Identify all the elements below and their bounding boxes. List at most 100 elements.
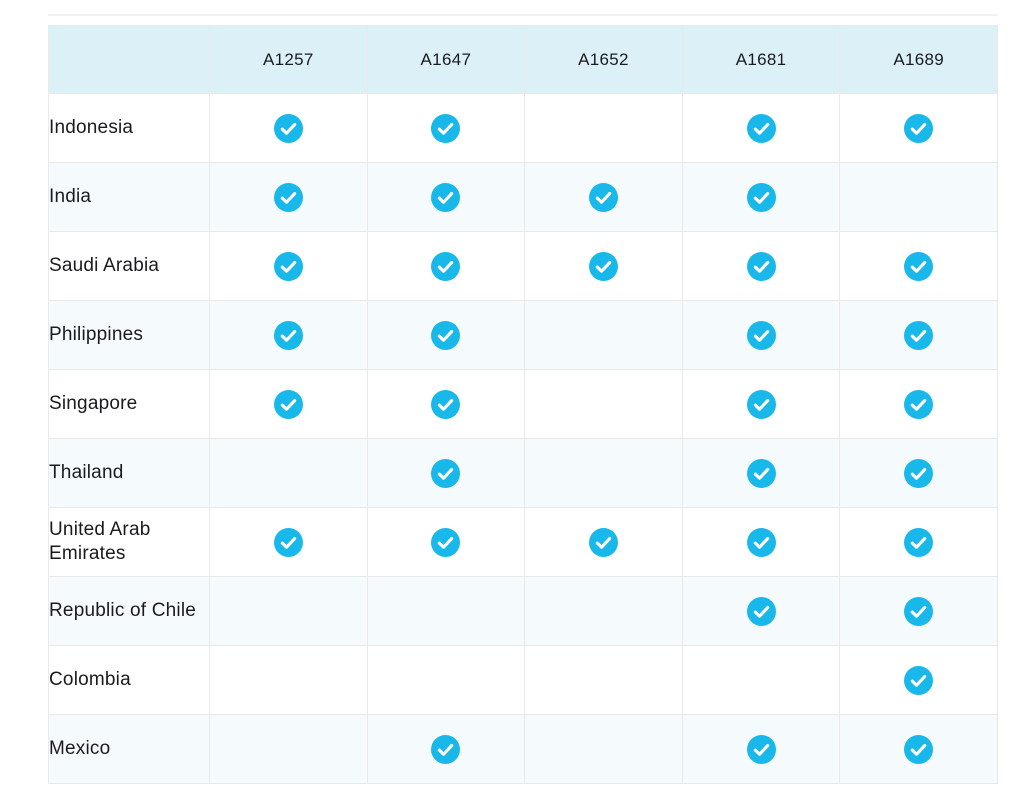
check-cell: [366, 714, 526, 784]
country-cell: Thailand: [48, 438, 210, 508]
check-badge-icon: [273, 320, 303, 350]
table-row: Republic of Chile: [48, 576, 998, 646]
check-cell: [524, 162, 683, 232]
country-cell: Saudi Arabia: [48, 231, 210, 301]
check-cell: [839, 645, 998, 715]
check-badge-icon: [904, 527, 934, 557]
check-cell: [366, 162, 526, 232]
check-badge-icon: [746, 182, 776, 212]
check-badge-icon: [431, 458, 461, 488]
empty-cell: [839, 162, 998, 232]
empty-cell: [524, 93, 683, 163]
check-badge-icon: [431, 734, 461, 764]
check-cell: [209, 369, 368, 439]
empty-cell: [209, 576, 368, 646]
empty-cell: [209, 714, 368, 784]
check-cell: [839, 93, 998, 163]
column-header-a1681: A1681: [681, 25, 841, 94]
check-badge-icon: [904, 389, 934, 419]
check-badge-icon: [588, 182, 618, 212]
check-cell: [209, 162, 368, 232]
check-badge-icon: [746, 320, 776, 350]
check-badge-icon: [273, 113, 303, 143]
check-cell: [209, 231, 368, 301]
country-cell: United Arab Emirates: [48, 507, 210, 577]
column-header-a1689: A1689: [839, 25, 998, 94]
country-cell: Mexico: [48, 714, 210, 784]
check-cell: [366, 369, 526, 439]
empty-cell: [681, 645, 841, 715]
country-cell: Singapore: [48, 369, 210, 439]
check-badge-icon: [904, 320, 934, 350]
check-badge-icon: [904, 734, 934, 764]
table-row: Indonesia: [48, 93, 998, 163]
check-badge-icon: [431, 320, 461, 350]
check-cell: [681, 507, 841, 577]
empty-cell: [524, 438, 683, 508]
check-badge-icon: [746, 113, 776, 143]
check-badge-icon: [431, 182, 461, 212]
check-cell: [839, 507, 998, 577]
check-badge-icon: [904, 665, 934, 695]
check-cell: [209, 93, 368, 163]
check-badge-icon: [904, 458, 934, 488]
table-row: Colombia: [48, 645, 998, 715]
check-cell: [209, 507, 368, 577]
check-badge-icon: [746, 458, 776, 488]
empty-cell: [366, 576, 526, 646]
check-badge-icon: [273, 389, 303, 419]
check-badge-icon: [273, 182, 303, 212]
check-cell: [681, 93, 841, 163]
check-cell: [366, 438, 526, 508]
check-badge-icon: [904, 113, 934, 143]
check-badge-icon: [746, 251, 776, 281]
column-header-a1647: A1647: [366, 25, 526, 94]
corner-cell: [48, 25, 210, 94]
empty-cell: [524, 645, 683, 715]
availability-matrix: A1257 A1647 A1652 A1681 A1689 Indonesia India…: [48, 25, 998, 784]
check-cell: [839, 438, 998, 508]
check-badge-icon: [746, 596, 776, 626]
header-row: A1257 A1647 A1652 A1681 A1689: [48, 25, 998, 94]
check-cell: [681, 369, 841, 439]
country-cell: Indonesia: [48, 93, 210, 163]
check-cell: [524, 231, 683, 301]
check-cell: [839, 369, 998, 439]
check-badge-icon: [746, 734, 776, 764]
column-header-a1257: A1257: [209, 25, 368, 94]
empty-cell: [209, 645, 368, 715]
check-badge-icon: [431, 113, 461, 143]
check-badge-icon: [273, 251, 303, 281]
check-badge-icon: [746, 527, 776, 557]
empty-cell: [524, 369, 683, 439]
top-divider: [48, 14, 998, 16]
empty-cell: [524, 714, 683, 784]
empty-cell: [209, 438, 368, 508]
table-head: A1257 A1647 A1652 A1681 A1689: [48, 25, 998, 94]
check-badge-icon: [431, 527, 461, 557]
country-cell: Republic of Chile: [48, 576, 210, 646]
country-cell: Colombia: [48, 645, 210, 715]
check-cell: [366, 93, 526, 163]
table-row: Singapore: [48, 369, 998, 439]
check-cell: [681, 231, 841, 301]
check-cell: [681, 576, 841, 646]
check-badge-icon: [431, 389, 461, 419]
table-row: United Arab Emirates: [48, 507, 998, 577]
country-cell: Philippines: [48, 300, 210, 370]
check-badge-icon: [273, 527, 303, 557]
check-cell: [681, 162, 841, 232]
table-row: Philippines: [48, 300, 998, 370]
table-row: India: [48, 162, 998, 232]
check-cell: [839, 231, 998, 301]
check-cell: [209, 300, 368, 370]
check-cell: [524, 507, 683, 577]
check-cell: [366, 507, 526, 577]
table-row: Thailand: [48, 438, 998, 508]
check-badge-icon: [588, 527, 618, 557]
country-cell: India: [48, 162, 210, 232]
empty-cell: [524, 576, 683, 646]
check-cell: [681, 714, 841, 784]
check-badge-icon: [904, 596, 934, 626]
check-badge-icon: [588, 251, 618, 281]
